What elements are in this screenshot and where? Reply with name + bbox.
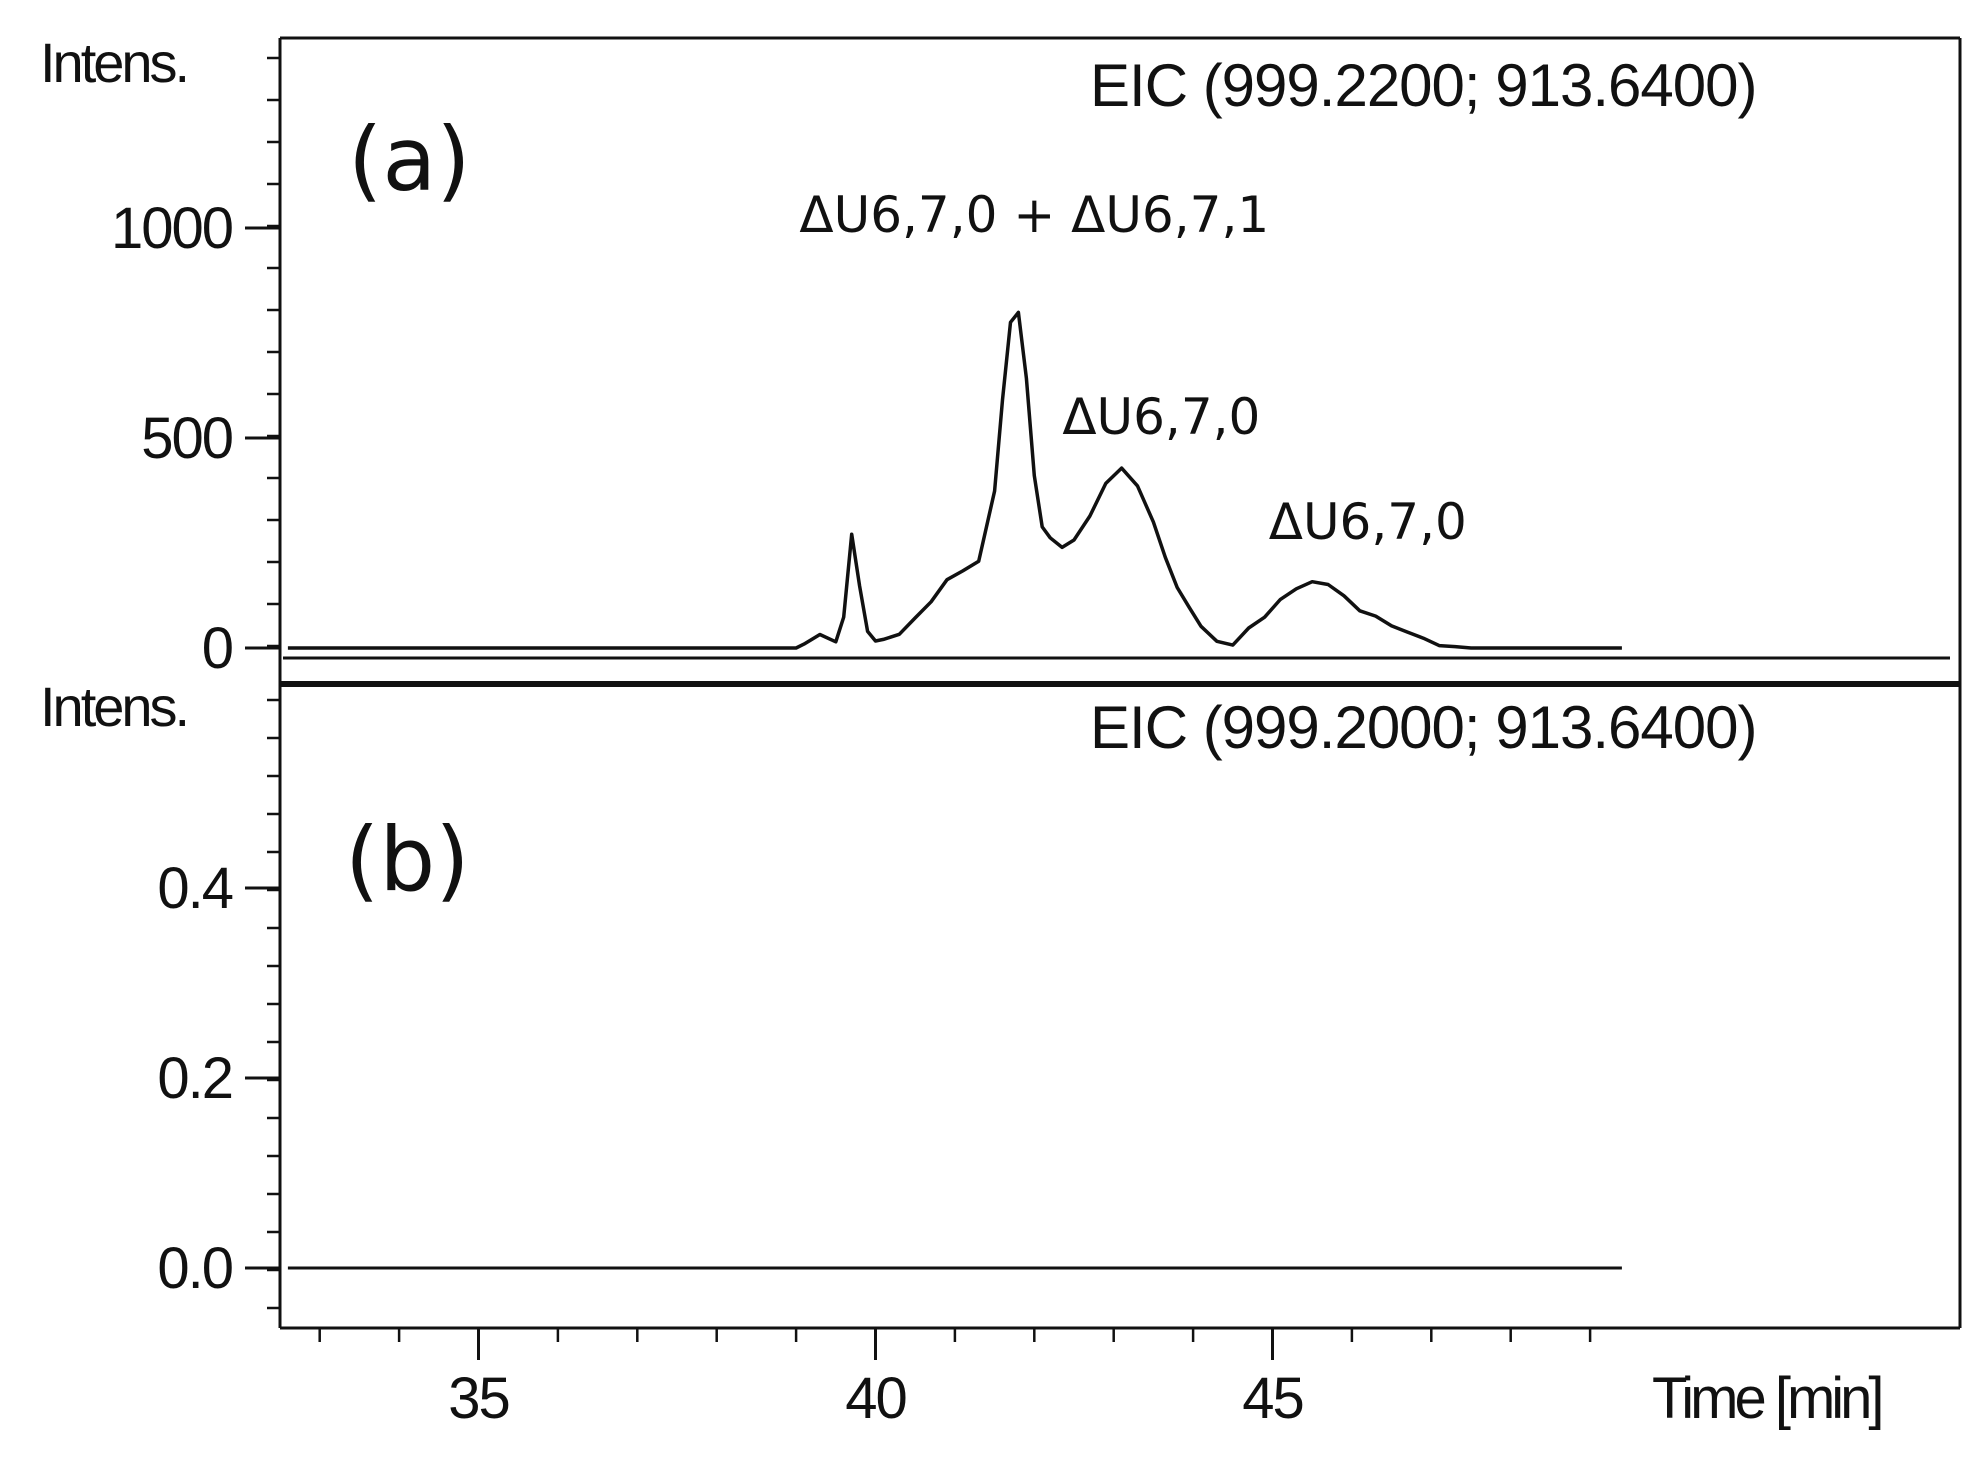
panel-a: 0 500 1000 Intens. EIC (999.2200; 913.6400… bbox=[40, 31, 1950, 681]
x-tick-label: 35 bbox=[448, 1366, 509, 1431]
panel-a-series-line bbox=[287, 310, 1622, 650]
y-tick-label: 1000 bbox=[111, 196, 232, 261]
y-tick-label: 0.0 bbox=[157, 1236, 232, 1301]
y-tick-label: 500 bbox=[141, 406, 232, 471]
y-tick-label: 0.4 bbox=[157, 856, 232, 921]
x-axis-label: Time [min] bbox=[1652, 1366, 1881, 1431]
panel-b-y-ticks: 0.0 0.2 0.4 bbox=[157, 856, 280, 1301]
peak-annotation: ΔU6,7,0 + ΔU6,7,1 bbox=[799, 186, 1269, 244]
y-tick-label: 0 bbox=[202, 616, 232, 681]
panel-a-label: (a) bbox=[348, 108, 471, 211]
panel-a-ylabel: Intens. bbox=[40, 31, 187, 94]
panel-b: 0.0 0.2 0.4 Intens. EIC (999.2000; 913.640… bbox=[40, 675, 1758, 1310]
x-tick-label: 40 bbox=[845, 1366, 906, 1431]
panel-b-legend: EIC (999.2000; 913.6400) bbox=[1090, 694, 1757, 761]
panel-b-ylabel: Intens. bbox=[40, 675, 187, 738]
x-axis: 35 40 45 bbox=[318, 1328, 1592, 1431]
panel-b-minor-ticks bbox=[267, 698, 280, 1310]
panel-b-label: (b) bbox=[345, 808, 470, 911]
panel-a-legend: EIC (999.2200; 913.6400) bbox=[1090, 52, 1757, 119]
y-tick-label: 0.2 bbox=[157, 1046, 232, 1111]
x-tick-label: 45 bbox=[1242, 1366, 1303, 1431]
panel-a-y-ticks: 0 500 1000 bbox=[111, 196, 280, 681]
panel-a-minor-ticks bbox=[267, 56, 280, 648]
peak-annotation: ΔU6,7,0 bbox=[1062, 388, 1260, 446]
peak-annotation: ΔU6,7,0 bbox=[1269, 493, 1467, 551]
